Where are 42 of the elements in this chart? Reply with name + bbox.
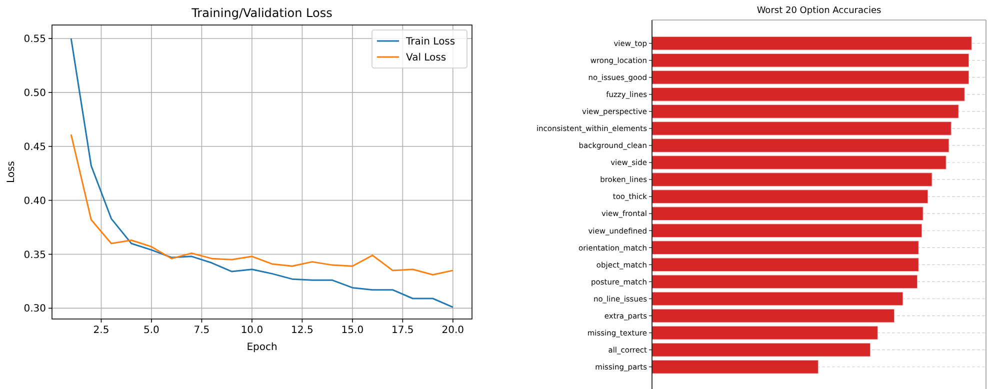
- bar: [652, 206, 924, 220]
- x-tick-label: 20.0: [442, 325, 464, 336]
- bar: [652, 274, 918, 289]
- y-tick-label: 0.55: [24, 34, 46, 45]
- bar: [652, 308, 895, 323]
- x-tick-label: 15.0: [341, 325, 364, 336]
- bar: [652, 156, 946, 170]
- y-tick-label: 0.45: [24, 142, 46, 153]
- y-axis-title: Loss: [6, 161, 17, 183]
- bar: [652, 104, 959, 118]
- x-tick-label: 17.5: [392, 325, 414, 336]
- chart-title: Training/Validation Loss: [190, 6, 332, 20]
- line-series: [70, 134, 454, 276]
- legend-label: Val Loss: [406, 52, 446, 64]
- bar: [652, 70, 969, 84]
- bar: [652, 240, 919, 255]
- x-tick-label: 7.5: [194, 325, 210, 336]
- bar: [652, 360, 818, 374]
- bar: [652, 258, 919, 272]
- bar: [652, 138, 950, 152]
- x-tick-label: 12.5: [291, 325, 314, 336]
- bar: [652, 342, 871, 357]
- bar: [652, 190, 928, 204]
- bar: [652, 326, 878, 340]
- x-tick-label: 5.0: [144, 325, 160, 336]
- bar: [652, 172, 932, 186]
- bar: [652, 122, 952, 136]
- line-series: [70, 38, 454, 308]
- bar: [652, 292, 904, 306]
- bar: [652, 36, 972, 50]
- y-tick-label: 0.40: [24, 196, 46, 207]
- chart-title: Worst 20 Option Accuracies: [756, 6, 882, 16]
- y-tick-label: 0.50: [24, 88, 46, 99]
- y-tick-label: 0.30: [24, 304, 46, 315]
- bar: [652, 224, 922, 238]
- x-tick-label: 2.5: [93, 325, 110, 336]
- legend-label: Train Loss: [405, 36, 456, 48]
- bar: [652, 87, 965, 102]
- bar: [652, 53, 969, 68]
- x-tick-label: 10.0: [240, 325, 264, 336]
- x-axis-title: Epoch: [246, 342, 278, 353]
- y-tick-label: 0.35: [24, 250, 46, 261]
